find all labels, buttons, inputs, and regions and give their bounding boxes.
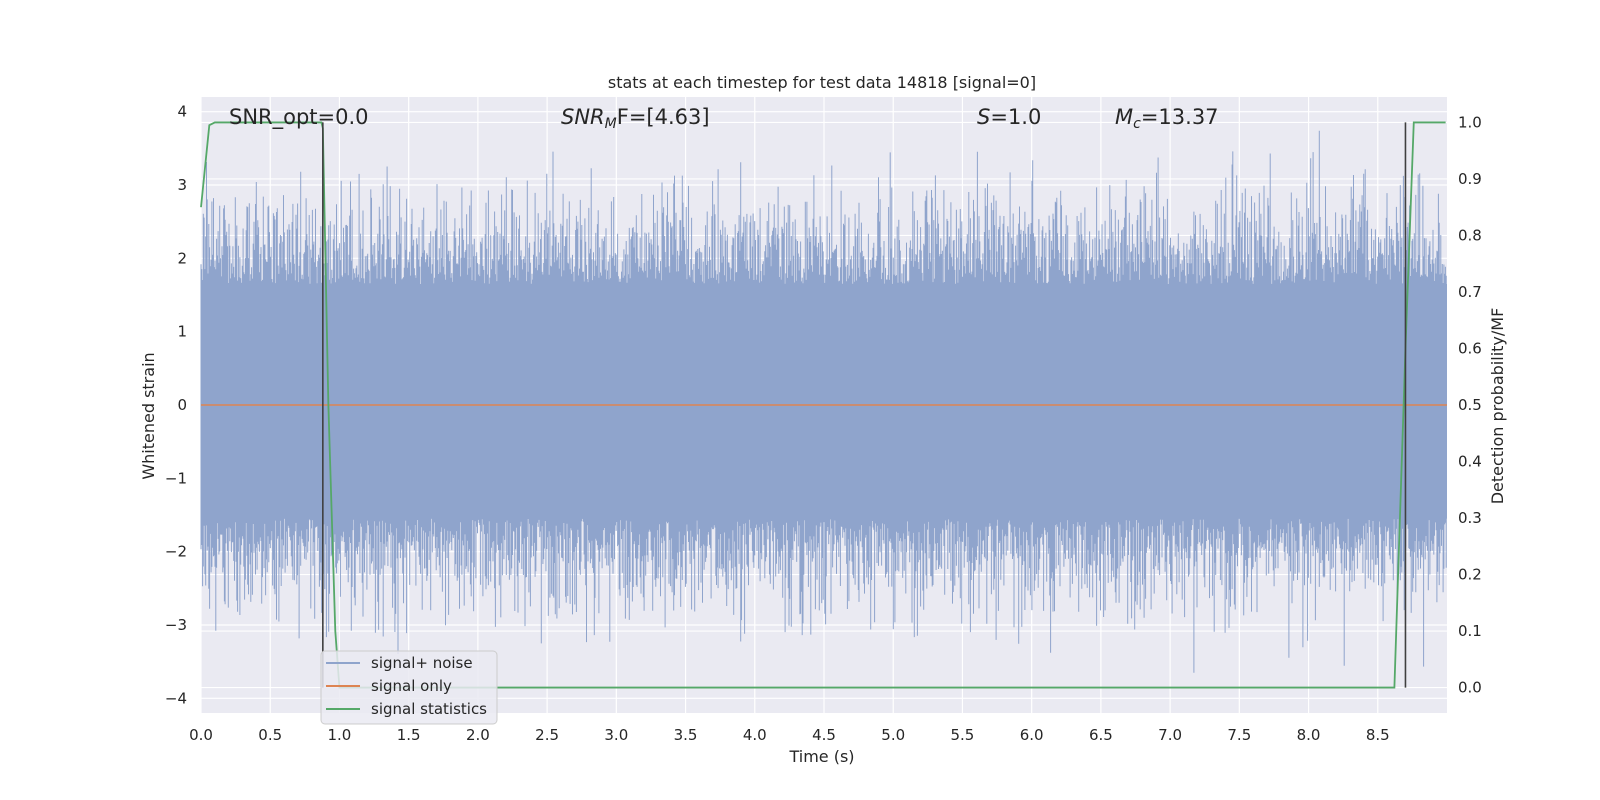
- y-right-tick-label: 0.7: [1458, 283, 1482, 301]
- x-tick-label: 1.5: [397, 726, 421, 744]
- x-tick-label: 0.0: [189, 726, 213, 744]
- x-tick-label: 7.5: [1227, 726, 1251, 744]
- chart-title: stats at each timestep for test data 148…: [608, 73, 1036, 92]
- y-right-tick-label: 0.3: [1458, 509, 1482, 527]
- x-tick-label: 0.5: [258, 726, 282, 744]
- x-tick-label: 4.5: [812, 726, 836, 744]
- x-tick-label: 4.0: [743, 726, 767, 744]
- y-right-tick-label: 0.0: [1458, 679, 1482, 697]
- x-tick-label: 6.0: [1020, 726, 1044, 744]
- y-axis-label: Whitened strain: [139, 352, 158, 479]
- x-tick-label: 8.5: [1366, 726, 1390, 744]
- x-tick-label: 3.0: [604, 726, 628, 744]
- y-right-tick-label: 0.1: [1458, 622, 1482, 640]
- annotation-s-rest: =1.0: [990, 105, 1041, 129]
- y-right-tick-label: 0.8: [1458, 226, 1482, 244]
- y-tick-label: −4: [165, 689, 187, 707]
- annotation-mc-sub: c: [1133, 116, 1141, 132]
- signal-statistics-line: [200, 121, 1446, 689]
- annotation-s-label: S: [977, 105, 990, 129]
- x-axis-label: Time (s): [788, 747, 854, 766]
- legend-box: [320, 650, 498, 725]
- y-right-axis-label: Detection probability/MF: [1488, 308, 1507, 505]
- y-tick-label: −1: [165, 469, 187, 487]
- y-axis-ticks: 4 3 2 1 0 −1 −2 −3 −4: [165, 103, 187, 708]
- x-tick-label: 7.0: [1158, 726, 1182, 744]
- annotation-s: S=1.0: [977, 105, 1041, 129]
- legend-label-signal: signal only: [371, 677, 452, 695]
- legend-label-stats: signal statistics: [371, 700, 487, 718]
- x-tick-label: 1.0: [328, 726, 352, 744]
- y-right-tick-label: 0.2: [1458, 566, 1482, 584]
- annotation-snr-opt: SNR_opt=0.0: [229, 105, 369, 130]
- y-tick-label: 1: [177, 323, 187, 341]
- y-right-tick-label: 0.5: [1458, 396, 1482, 414]
- legend-label-noise: signal+ noise: [371, 654, 473, 672]
- x-tick-label: 2.0: [466, 726, 490, 744]
- y-right-tick-label: 1.0: [1458, 113, 1482, 131]
- annotation-mc: Mc=13.37: [1115, 105, 1219, 132]
- annotation-mc-label: M: [1115, 105, 1133, 129]
- annotation-snr-mf-sub: M: [605, 116, 617, 132]
- legend: signal+ noise signal only signal statist…: [320, 650, 498, 725]
- vertical-markers: [322, 122, 1407, 688]
- x-tick-label: 5.0: [881, 726, 905, 744]
- y-right-tick-label: 0.9: [1458, 170, 1482, 188]
- x-tick-label: 6.5: [1089, 726, 1113, 744]
- y-tick-label: 2: [177, 249, 187, 267]
- x-tick-label: 5.5: [951, 726, 975, 744]
- x-axis-ticks: 0.0 0.5 1.0 1.5 2.0 2.5 3.0 3.5 4.0 4.5 5.0 5.5 6.0 6…: [189, 726, 1390, 744]
- annotation-snr-mf-label: SNR: [561, 105, 605, 129]
- annotation-snr-mf: SNRMF=[4.63]: [561, 105, 710, 132]
- annotation-snr-mf-rest: F=[4.63]: [617, 105, 710, 129]
- y-right-tick-label: 0.4: [1458, 453, 1482, 471]
- x-tick-label: 3.5: [674, 726, 698, 744]
- x-tick-label: 2.5: [535, 726, 559, 744]
- x-tick-label: 8.0: [1297, 726, 1321, 744]
- y-tick-label: −2: [165, 543, 187, 561]
- y-tick-label: 4: [177, 103, 187, 121]
- noise-series: [200, 130, 1447, 673]
- y-tick-label: −3: [165, 616, 187, 634]
- y-right-tick-label: 0.6: [1458, 339, 1482, 357]
- y-tick-label: 3: [177, 176, 187, 194]
- y-right-axis-ticks: 1.0 0.9 0.8 0.7 0.6 0.5 0.4 0.3 0.2 0.1 0.0: [1458, 113, 1482, 696]
- line-series: [200, 121, 1447, 689]
- y-tick-label: 0: [177, 396, 187, 414]
- annotation-mc-rest: =13.37: [1141, 105, 1219, 129]
